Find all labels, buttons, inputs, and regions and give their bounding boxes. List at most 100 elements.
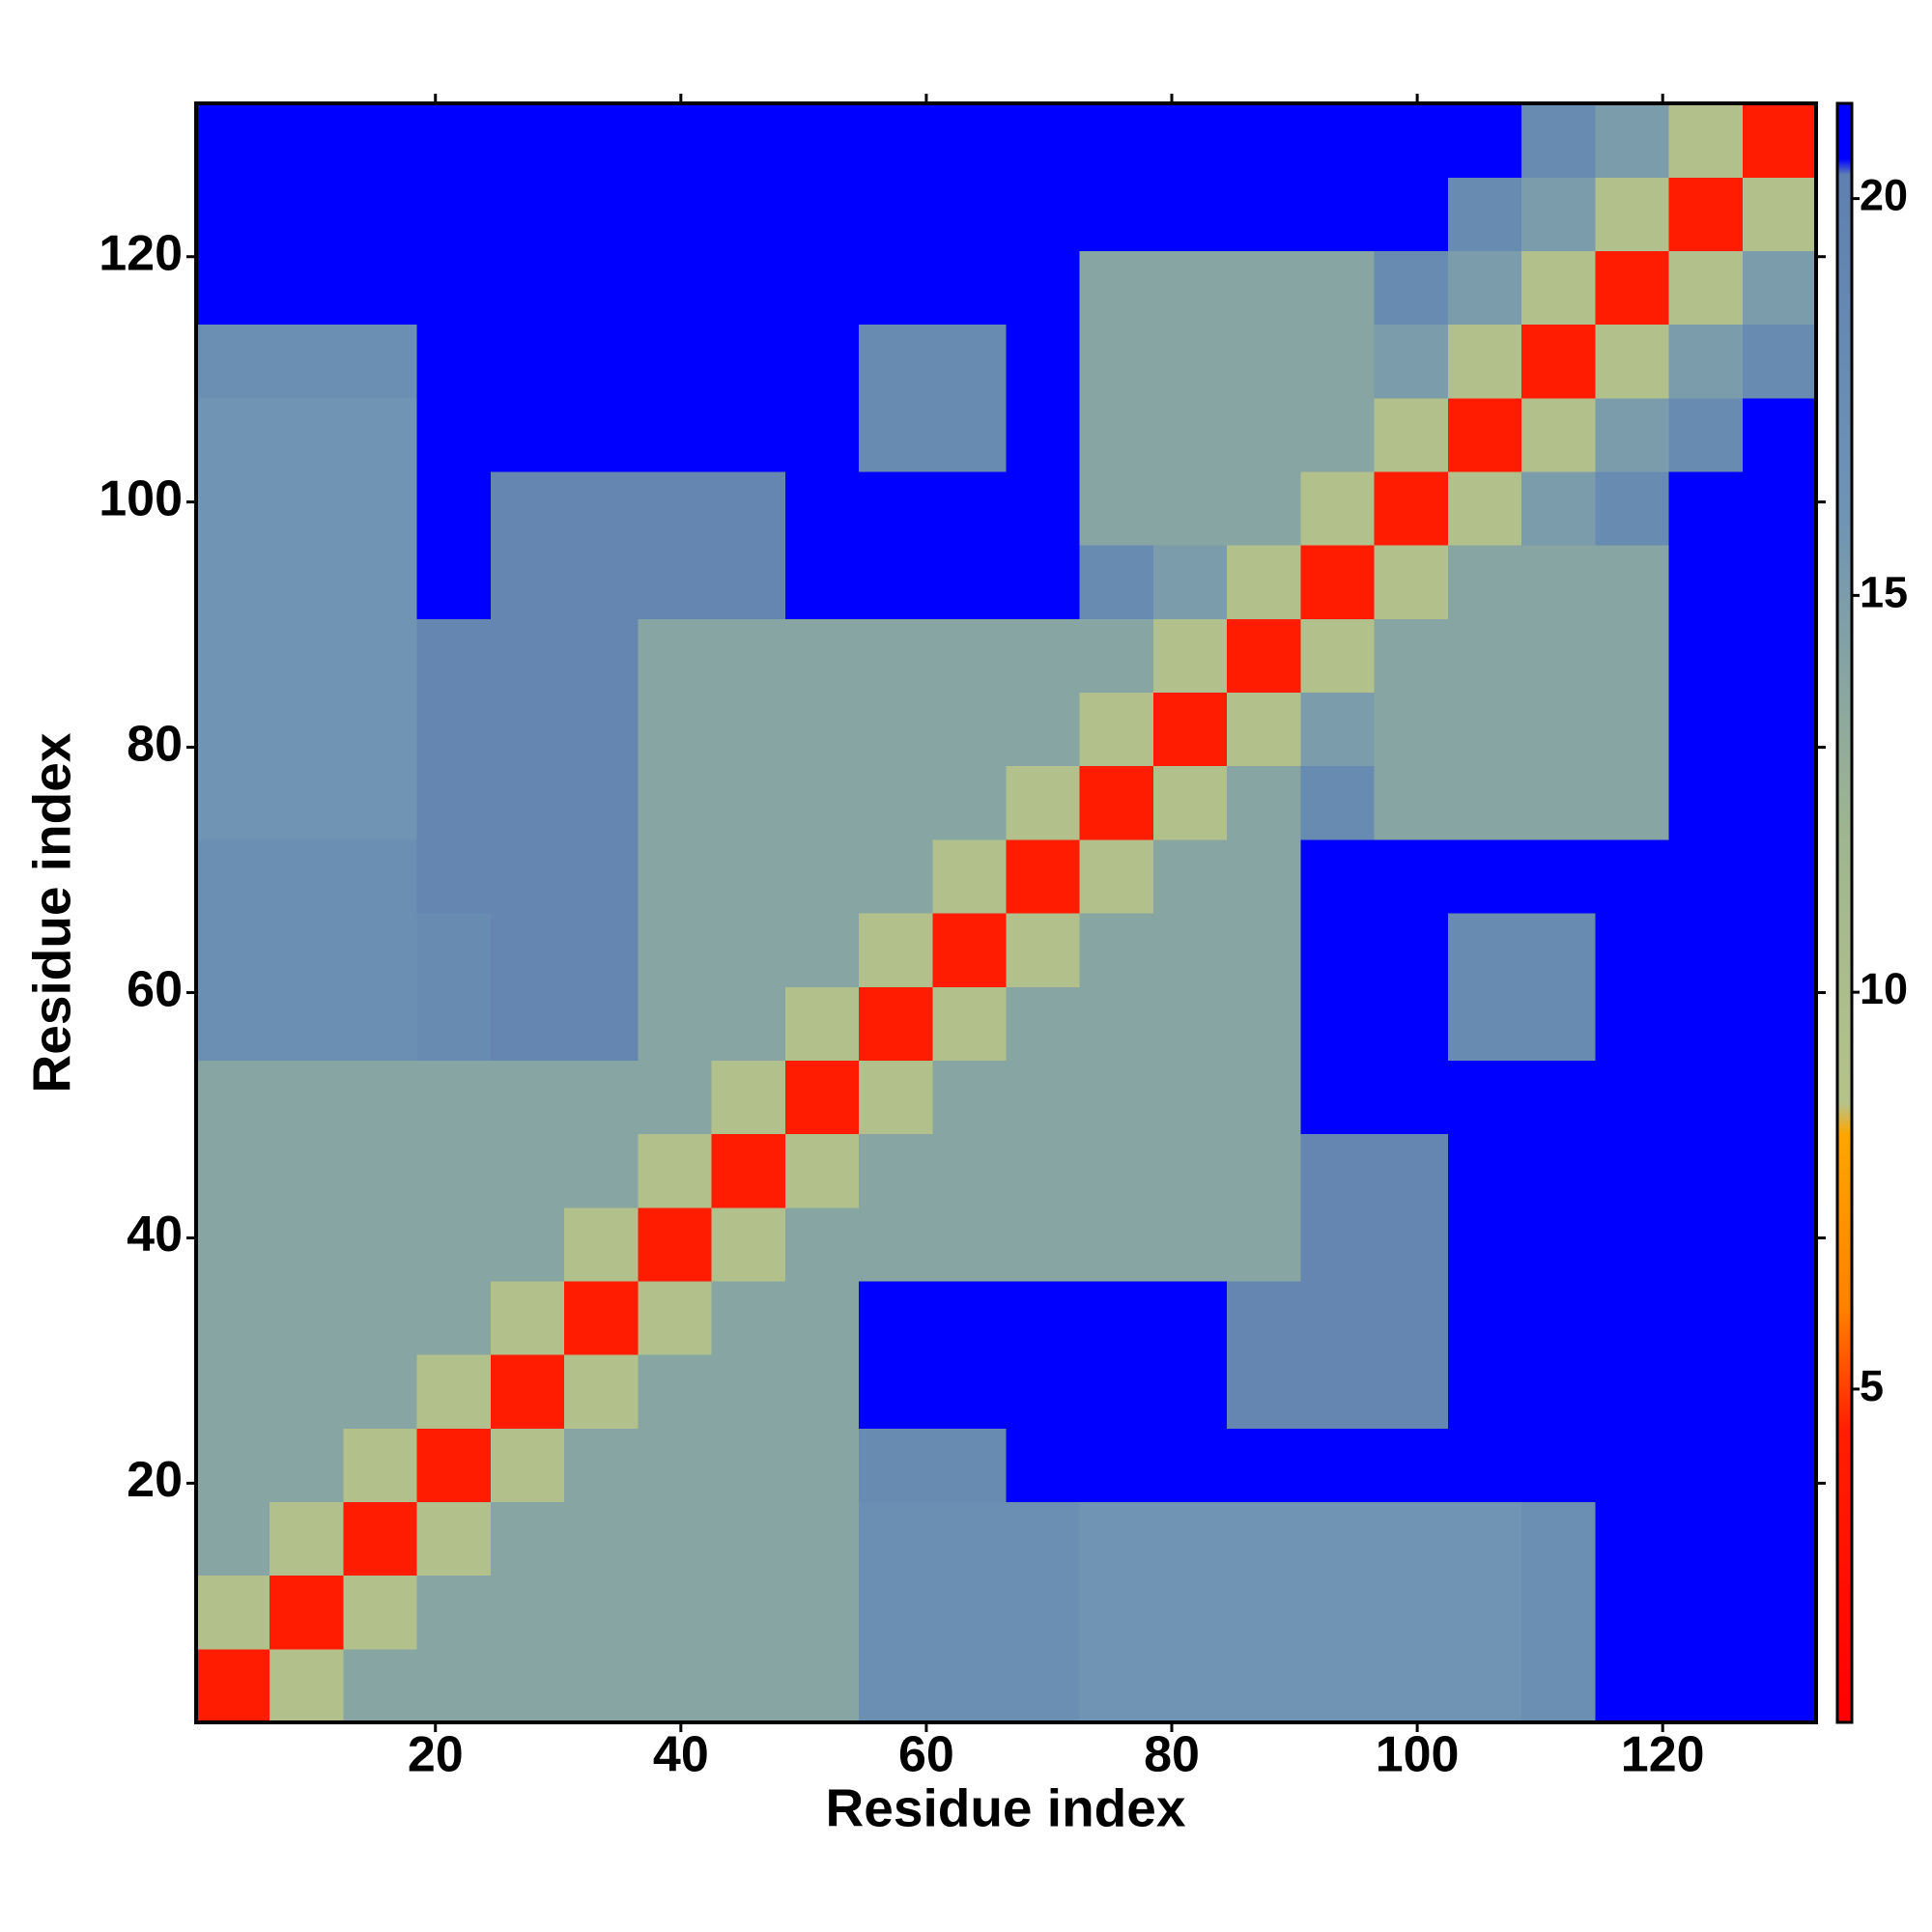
heatmap-cell — [1521, 1501, 1596, 1577]
heatmap-cell — [490, 177, 565, 251]
heatmap-cell — [1152, 1060, 1228, 1135]
heatmap-cell — [343, 1354, 418, 1429]
colorbar-tick-label: 20 — [1860, 170, 1908, 219]
heatmap-cell — [416, 1428, 492, 1503]
heatmap-cell — [564, 618, 639, 694]
heatmap-cell — [1668, 1207, 1744, 1282]
heatmap-cell — [932, 765, 1008, 840]
heatmap-cell — [1300, 177, 1376, 251]
heatmap-cell — [416, 324, 492, 399]
heatmap-cell — [1374, 1133, 1449, 1208]
heatmap-cell — [638, 470, 713, 546]
heatmap-cell — [1742, 1501, 1817, 1577]
heatmap-cell — [490, 1280, 565, 1355]
heatmap-cell — [1521, 545, 1596, 619]
heatmap-cell — [711, 1060, 786, 1135]
heatmap-cell — [932, 1133, 1008, 1208]
heatmap-cell — [270, 470, 345, 546]
heatmap-cell — [1006, 1354, 1081, 1429]
heatmap-cell — [564, 1428, 639, 1503]
heatmap-cell — [343, 1060, 418, 1135]
heatmap-cell — [1227, 470, 1302, 546]
y-tick-label: 40 — [127, 1207, 183, 1263]
y-tick-label: 80 — [127, 716, 183, 772]
heatmap-cell — [564, 765, 639, 840]
heatmap-cell — [416, 1133, 492, 1208]
heatmap-cell — [564, 545, 639, 619]
heatmap-cell — [859, 913, 933, 987]
heatmap-cell — [638, 1354, 713, 1429]
heatmap-cell — [711, 986, 786, 1061]
heatmap-cell — [490, 692, 565, 767]
heatmap-cell — [1447, 250, 1522, 326]
heatmap-cell — [343, 470, 418, 546]
heatmap-cell — [564, 986, 639, 1061]
heatmap-cell — [1079, 692, 1154, 767]
heatmap-cell — [416, 692, 492, 767]
heatmap-cell — [1742, 692, 1817, 767]
heatmap-cell — [196, 765, 270, 840]
heatmap-cell — [1374, 103, 1449, 178]
heatmap-cell — [490, 470, 565, 546]
heatmap-cell — [270, 765, 345, 840]
heatmap-cell — [343, 250, 418, 326]
heatmap-cell — [564, 1207, 639, 1282]
heatmap-cell — [1447, 1501, 1522, 1577]
heatmap-cell — [1668, 545, 1744, 619]
heatmap-cell — [1742, 838, 1817, 914]
heatmap-cell — [1152, 765, 1228, 840]
heatmap-cell — [1668, 1280, 1744, 1355]
heatmap-cell — [1742, 1354, 1817, 1429]
heatmap-cell — [564, 838, 639, 914]
heatmap-cell — [859, 397, 933, 472]
heatmap-cell — [196, 250, 270, 326]
heatmap-cell — [1668, 324, 1744, 399]
heatmap-cell — [1227, 913, 1302, 987]
heatmap-cell — [1152, 913, 1228, 987]
heatmap-cell — [1006, 1501, 1081, 1577]
heatmap-cell — [638, 1280, 713, 1355]
heatmap-cell — [1595, 177, 1670, 251]
heatmap-cell — [859, 986, 933, 1061]
heatmap-cell — [1668, 1428, 1744, 1503]
heatmap-cell — [1006, 1060, 1081, 1135]
heatmap-cell — [343, 397, 418, 472]
heatmap-cell — [270, 545, 345, 619]
heatmap-cell — [1079, 913, 1154, 987]
heatmap-cell — [490, 1575, 565, 1650]
heatmap-cell — [1300, 1133, 1376, 1208]
heatmap-cell — [1079, 1060, 1154, 1135]
heatmap-cell — [1595, 1133, 1670, 1208]
heatmap-cell — [196, 1060, 270, 1135]
heatmap-cell — [1742, 397, 1817, 472]
heatmap-cell — [1374, 545, 1449, 619]
heatmap-cell — [1742, 177, 1817, 251]
heatmap-cell — [564, 470, 639, 546]
heatmap-cell — [932, 1501, 1008, 1577]
heatmap-cell — [490, 397, 565, 472]
heatmap-cell — [1742, 1280, 1817, 1355]
heatmap-cell — [490, 913, 565, 987]
heatmap-cell — [343, 1207, 418, 1282]
heatmap-cell — [1521, 1280, 1596, 1355]
heatmap-cell — [1668, 692, 1744, 767]
heatmap-cell — [1742, 545, 1817, 619]
heatmap-cell — [784, 618, 860, 694]
heatmap-cell — [711, 324, 786, 399]
heatmap-cell — [859, 1501, 933, 1577]
heatmap-cell — [416, 1354, 492, 1429]
heatmap-cell — [1374, 397, 1449, 472]
heatmap-cell — [1521, 692, 1596, 767]
plot-frame — [194, 101, 1818, 1724]
heatmap-cell — [1742, 618, 1817, 694]
heatmap-cell — [1374, 1648, 1449, 1723]
heatmap-cell — [270, 177, 345, 251]
heatmap-cell — [1079, 470, 1154, 546]
heatmap-cell — [1079, 1354, 1154, 1429]
heatmap-cells — [196, 103, 1817, 1723]
heatmap-cell — [564, 397, 639, 472]
heatmap-cell — [638, 1428, 713, 1503]
heatmap-cell — [1300, 103, 1376, 178]
heatmap-cell — [196, 177, 270, 251]
heatmap-cell — [416, 1207, 492, 1282]
